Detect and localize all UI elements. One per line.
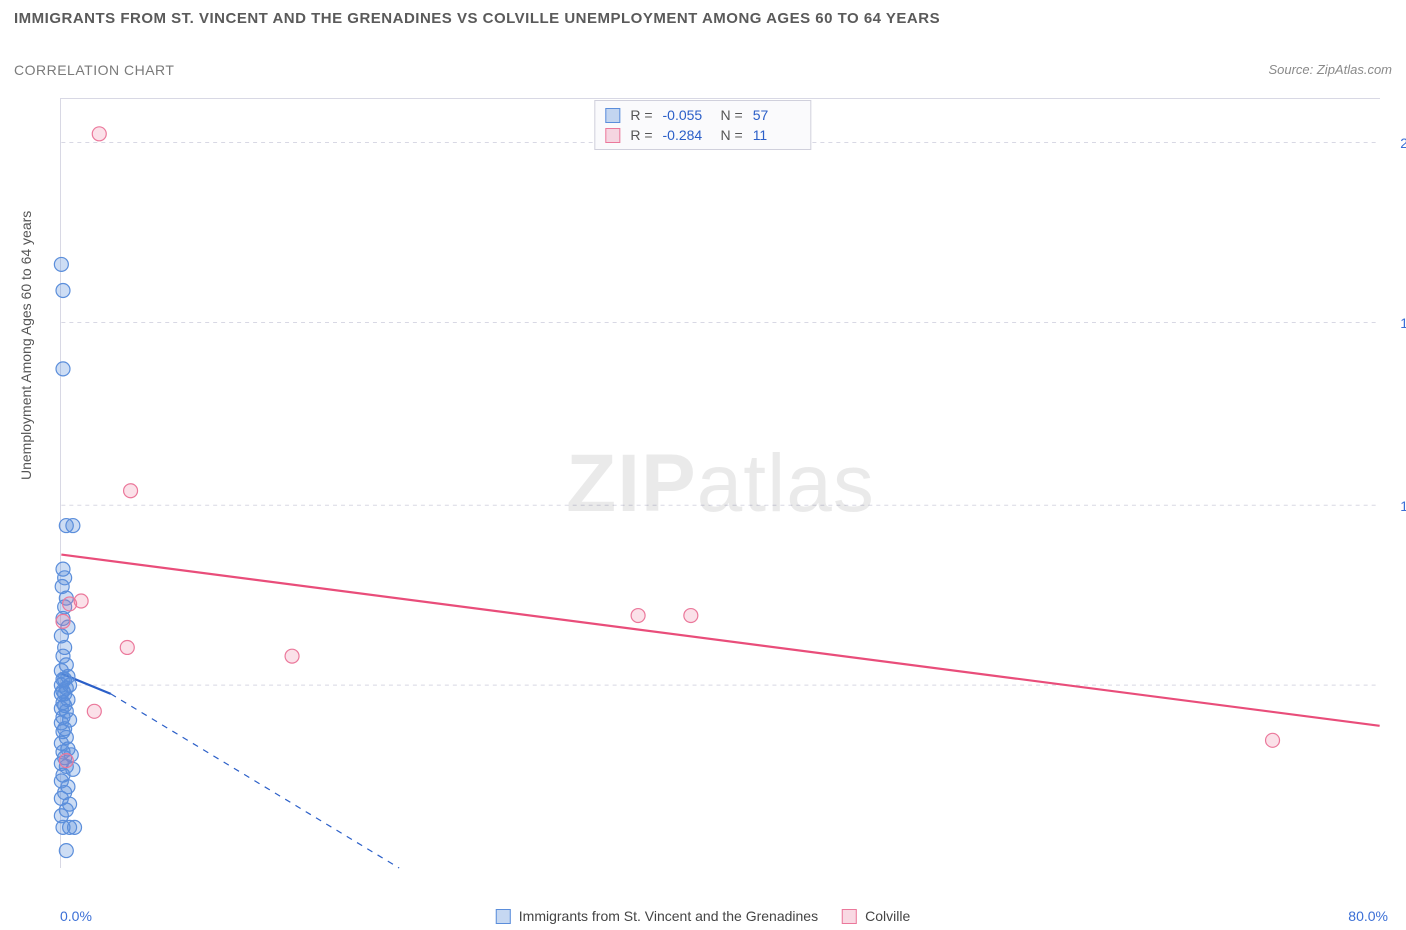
source-attribution: Source: ZipAtlas.com xyxy=(1268,62,1392,77)
y-tick-label: 6.3% xyxy=(1385,678,1406,694)
r-label: R = xyxy=(630,107,652,123)
swatch-pink-icon xyxy=(605,128,620,143)
x-axis-min-label: 0.0% xyxy=(60,908,92,924)
n-label: N = xyxy=(721,127,743,143)
chart-title: IMMIGRANTS FROM ST. VINCENT AND THE GREN… xyxy=(14,10,940,27)
r-value-0: -0.055 xyxy=(663,107,711,123)
legend-item-0: Immigrants from St. Vincent and the Gren… xyxy=(496,908,818,924)
y-axis-label: Unemployment Among Ages 60 to 64 years xyxy=(18,211,34,480)
plot-area: ZIPatlas 6.3%12.5%18.8%25.0% xyxy=(60,98,1380,868)
y-tick-label: 25.0% xyxy=(1385,135,1406,151)
stats-legend-box: R = -0.055 N = 57 R = -0.284 N = 11 xyxy=(594,100,811,150)
y-tick-label: 18.8% xyxy=(1385,315,1406,331)
x-axis-max-label: 80.0% xyxy=(1348,908,1388,924)
bottom-legend: Immigrants from St. Vincent and the Gren… xyxy=(496,908,910,924)
chart-svg xyxy=(61,99,1380,868)
stats-row-series-1: R = -0.284 N = 11 xyxy=(605,125,800,145)
n-value-1: 11 xyxy=(753,127,801,143)
swatch-blue-icon xyxy=(605,108,620,123)
legend-item-1: Colville xyxy=(842,908,910,924)
legend-label-0: Immigrants from St. Vincent and the Gren… xyxy=(519,908,818,924)
y-tick-label: 12.5% xyxy=(1385,498,1406,514)
r-value-1: -0.284 xyxy=(663,127,711,143)
swatch-pink-icon xyxy=(842,909,857,924)
n-label: N = xyxy=(721,107,743,123)
chart-subtitle: CORRELATION CHART xyxy=(14,62,174,78)
n-value-0: 57 xyxy=(753,107,801,123)
r-label: R = xyxy=(630,127,652,143)
swatch-blue-icon xyxy=(496,909,511,924)
legend-label-1: Colville xyxy=(865,908,910,924)
stats-row-series-0: R = -0.055 N = 57 xyxy=(605,105,800,125)
